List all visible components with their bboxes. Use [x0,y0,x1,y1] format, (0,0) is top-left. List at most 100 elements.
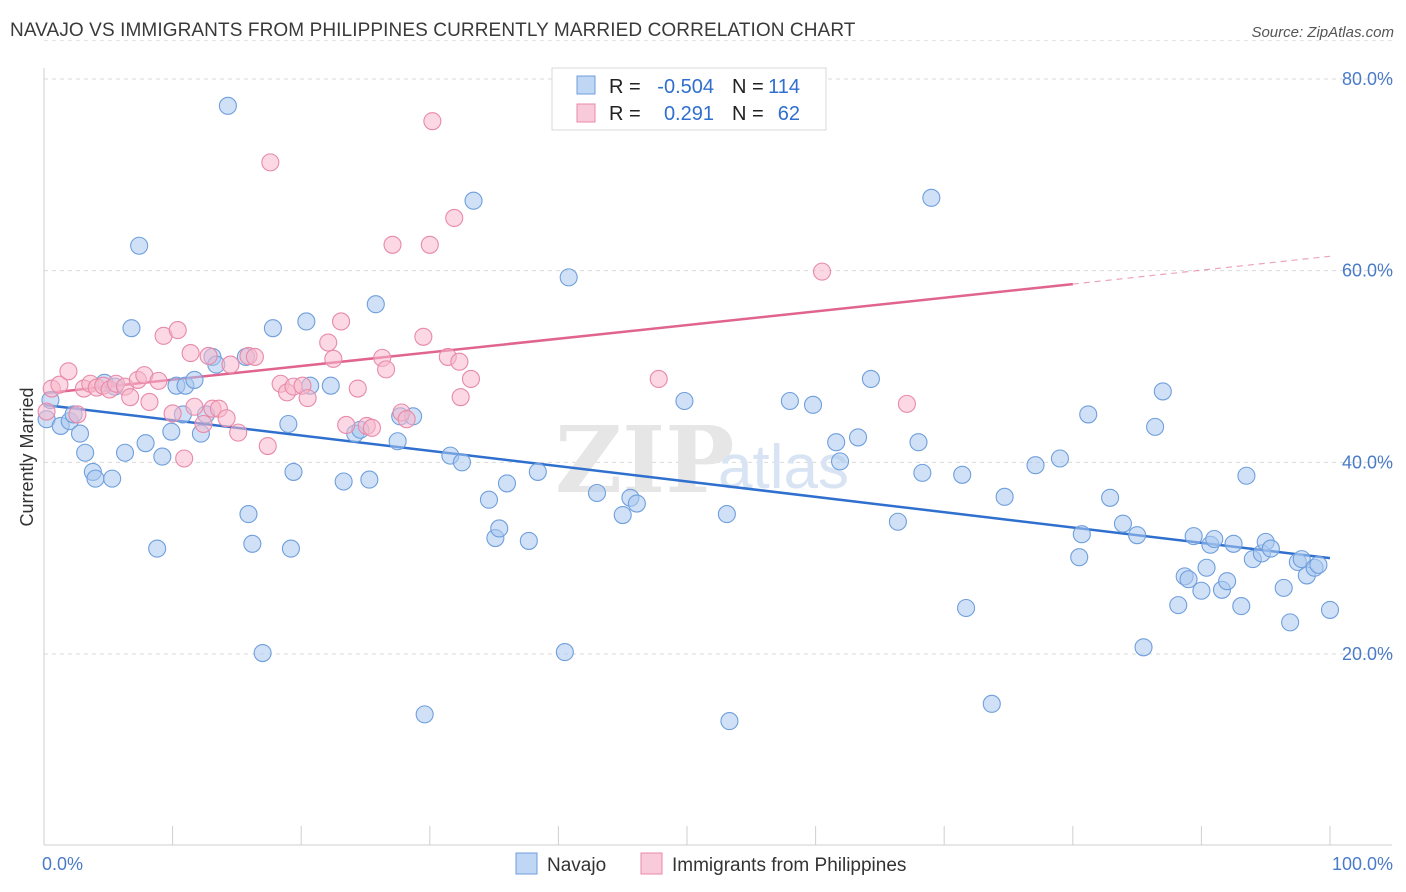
data-point [86,469,105,488]
data-point [239,505,258,524]
data-point [953,465,972,484]
data-point [37,402,56,421]
y-tick-label-60: 60.0% [1342,261,1393,281]
data-point [1070,548,1089,567]
data-point [115,443,135,462]
legend-r-value-navajo: -0.504 [657,76,714,98]
data-point [360,470,379,489]
data-point [140,392,159,412]
data-point [497,474,517,493]
data-point [68,405,87,424]
data-point [415,705,434,724]
data-point [194,414,213,434]
data-point [519,531,538,550]
data-point [122,319,141,338]
data-point [1026,456,1045,475]
data-point [780,391,799,411]
y-tick-label-20: 20.0% [1342,644,1393,664]
legend-n-label-philippines: N = [732,103,764,125]
data-point [362,418,381,437]
data-point [555,643,574,662]
data-point [1169,596,1188,615]
data-point [245,347,264,366]
series-legend-label-philippines: Immigrants from Philippines [672,855,906,876]
data-point [366,295,385,314]
data-point [1197,558,1216,577]
data-point [50,375,69,394]
data-point [153,447,172,466]
data-point [263,319,282,338]
data-point [332,312,351,331]
data-point [281,539,300,558]
data-point [388,432,407,451]
data-point [1101,488,1120,507]
data-point [163,404,182,423]
data-point [812,262,832,281]
legend: R = -0.504 N = 114 R = 0.291 N = 62 [551,67,827,131]
data-point [185,370,204,389]
data-point [1079,405,1098,424]
legend-n-label-navajo: N = [732,76,764,98]
legend-n-value-philippines: 62 [778,103,800,125]
data-point [261,153,280,172]
data-point [103,469,122,488]
watermark-zip: ZIP [555,406,734,514]
data-point [848,428,868,447]
x-axis-ticks [43,826,1331,845]
data-point [217,409,236,428]
data-point [803,395,823,414]
legend-box [551,67,827,131]
data-point [218,96,237,115]
data-point [181,344,200,363]
watermark-atlas: atlas [718,433,849,502]
data-point [452,453,472,472]
data-point [1292,550,1311,569]
x-tick-label-min: 0.0% [42,854,83,874]
data-point [1128,526,1147,545]
data-point [136,434,155,453]
data-point [258,436,277,456]
data-point [70,424,90,443]
data-point [76,443,95,462]
legend-r-label-philippines: R = [609,103,641,125]
data-point [162,422,181,441]
data-point [253,643,272,663]
data-point [528,462,547,481]
data-point [490,519,509,538]
y-axis-label: Currently Married [17,387,37,526]
data-point [675,391,694,411]
data-point [1232,597,1251,616]
data-point [1224,534,1243,553]
data-points [37,96,1340,731]
chart-title: NAVAJO VS IMMIGRANTS FROM PHILIPPINES CU… [10,20,856,41]
data-point [861,369,880,389]
data-point [559,268,578,287]
data-point [627,494,646,513]
data-point [1153,382,1172,401]
trend-lines [43,255,1331,560]
data-point [451,388,470,407]
data-point [377,360,396,379]
series-points-1 [37,112,916,468]
axes [43,68,1392,846]
legend-n-value-navajo: 114 [768,76,800,98]
data-point [450,352,469,371]
data-point [121,388,140,407]
data-point [995,487,1014,506]
data-point [1113,514,1133,533]
data-point [168,321,187,340]
series-legend: Navajo Immigrants from Philippines [515,852,906,876]
legend-r-label-navajo: R = [609,76,641,98]
data-point [130,236,149,255]
data-point [982,694,1001,713]
data-point [909,433,928,452]
data-point [464,191,483,210]
data-point [185,397,204,416]
data-point [337,415,356,435]
data-point [897,394,916,413]
data-point [720,712,739,731]
data-point [1146,417,1165,436]
data-point [461,369,481,389]
data-point [1050,449,1069,468]
